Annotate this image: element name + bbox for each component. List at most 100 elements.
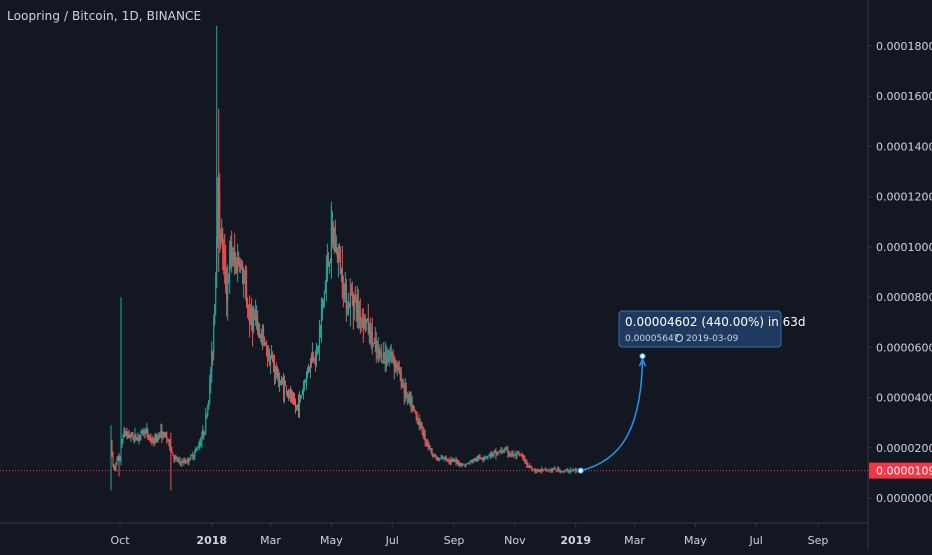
candle-body xyxy=(533,469,535,471)
candle-body xyxy=(511,452,513,455)
candle-body xyxy=(348,305,350,308)
x-tick-label: Oct xyxy=(110,534,130,547)
y-tick-label: 0.00016000 xyxy=(876,90,932,103)
candle-body xyxy=(425,440,427,442)
candle-body xyxy=(378,347,380,354)
candle-body xyxy=(268,351,270,356)
candle-body xyxy=(140,430,142,435)
candle-body xyxy=(418,421,420,426)
candle-body xyxy=(214,305,216,324)
candle-body xyxy=(232,257,234,262)
candle-body xyxy=(491,453,493,457)
candle-body xyxy=(131,432,133,437)
candle-body xyxy=(142,430,144,434)
candle-body xyxy=(252,318,254,330)
candle-body xyxy=(229,253,231,276)
candle-body xyxy=(201,437,203,443)
candle-body xyxy=(113,465,115,468)
candle-body xyxy=(525,461,527,463)
y-tick-label: 0.00010000 xyxy=(876,241,932,254)
y-axis[interactable]: 0.00018000 0.00016000 0.00014000 0.00012000… xyxy=(868,40,932,505)
candle-body xyxy=(175,457,177,459)
y-tick-label: 0.00008000 xyxy=(876,291,932,304)
candle-body xyxy=(456,460,458,463)
candle-body xyxy=(163,431,165,438)
candle-body xyxy=(449,459,451,462)
candle-body xyxy=(274,365,276,374)
candle-body xyxy=(555,468,557,470)
candle-body xyxy=(288,393,290,396)
candle-body xyxy=(568,471,570,473)
candle-body xyxy=(263,337,265,339)
candle-body xyxy=(278,370,280,386)
candle-body xyxy=(493,451,495,453)
candle-body xyxy=(438,459,440,461)
candle-body xyxy=(488,454,490,456)
candle-body xyxy=(370,331,372,341)
candle-body xyxy=(440,458,442,460)
candle-body xyxy=(301,392,303,396)
candle-body xyxy=(571,470,573,472)
candle-body xyxy=(388,356,390,359)
candle-body xyxy=(543,469,545,471)
candle-body xyxy=(463,464,465,466)
candle-body xyxy=(563,470,565,472)
candle-body xyxy=(462,464,464,466)
candle-body xyxy=(228,275,230,283)
candle-body xyxy=(217,203,219,237)
candle-body xyxy=(479,457,481,459)
candle-body xyxy=(402,383,404,387)
price-label-bg xyxy=(869,462,932,479)
candle-body xyxy=(504,448,506,452)
candle-body xyxy=(399,371,401,374)
candle-body xyxy=(145,430,147,434)
candle-body xyxy=(319,325,321,332)
candle-body xyxy=(465,464,467,467)
candle-body xyxy=(349,293,351,308)
candle-body xyxy=(566,469,568,471)
candle-body xyxy=(539,470,541,472)
candle-body xyxy=(415,412,417,416)
candle-body xyxy=(351,294,353,296)
projection-start-point[interactable] xyxy=(577,467,584,474)
candle-body xyxy=(135,433,137,440)
candle-body xyxy=(527,465,529,467)
candle-body xyxy=(486,456,488,458)
candle-body xyxy=(220,238,222,240)
candle-body xyxy=(516,453,518,457)
candle-body xyxy=(327,261,329,267)
candle-body xyxy=(386,362,388,364)
candle-body xyxy=(339,256,341,274)
candle-body xyxy=(219,193,221,239)
candle-body xyxy=(305,372,307,382)
candle-body xyxy=(375,340,377,352)
candle-body xyxy=(245,281,247,290)
candle-body xyxy=(250,308,252,325)
candle-body xyxy=(246,289,248,307)
candle-body xyxy=(333,241,335,243)
candle-body xyxy=(535,471,537,473)
candle-body xyxy=(441,457,443,459)
candle-body xyxy=(173,455,175,460)
candle-body xyxy=(259,329,261,335)
candle-body xyxy=(276,367,278,376)
candle-body xyxy=(198,446,200,448)
candle-body xyxy=(285,384,287,386)
candle-body xyxy=(164,433,166,438)
x-axis[interactable]: Oct 2018 Mar May Jul Sep Nov 2019 Mar May Jul Sep xyxy=(110,523,828,547)
candle-body xyxy=(448,460,450,462)
candle-body xyxy=(188,458,190,462)
candle-body xyxy=(393,358,395,368)
candle-body xyxy=(360,319,362,322)
candle-body xyxy=(526,461,528,466)
projection-end-point[interactable] xyxy=(639,353,646,360)
candle-body xyxy=(492,452,494,454)
candle-body xyxy=(435,455,437,459)
candle-body xyxy=(265,342,267,345)
candle-body xyxy=(518,452,520,455)
candle-body xyxy=(548,469,550,471)
candle-body xyxy=(371,331,373,344)
candle-body xyxy=(514,453,516,455)
